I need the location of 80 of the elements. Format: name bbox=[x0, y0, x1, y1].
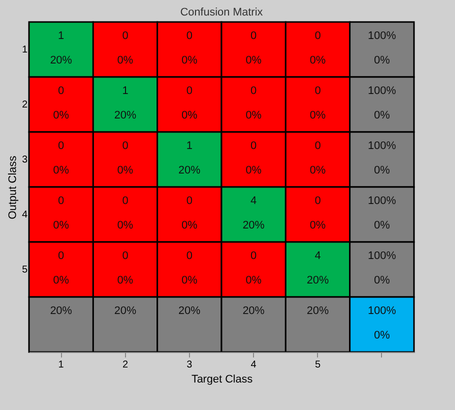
data-label: 0 bbox=[58, 194, 64, 207]
annotation: 0% bbox=[53, 164, 70, 176]
data-label: 0 bbox=[122, 250, 128, 262]
annotation: 0% bbox=[246, 54, 262, 66]
y-tick-label: 2 bbox=[22, 100, 28, 110]
data-label: 1 bbox=[186, 140, 192, 152]
annotation: 0% bbox=[181, 54, 198, 66]
data-label: 0 bbox=[250, 140, 257, 152]
annotation: 0% bbox=[53, 220, 70, 232]
data-label: 100% bbox=[368, 30, 396, 42]
x-tick-label: 4 bbox=[250, 360, 257, 370]
data-label: 20% bbox=[306, 304, 329, 317]
annotation: 0% bbox=[117, 220, 134, 232]
data-label: 1 bbox=[122, 84, 128, 97]
data-label: 0 bbox=[122, 30, 128, 42]
data-label: 0 bbox=[186, 194, 192, 207]
chart-title: Confusion Matrix bbox=[180, 6, 264, 18]
data-label: 0 bbox=[122, 140, 128, 152]
x-tick-label: 2 bbox=[122, 360, 128, 370]
annotation: 0% bbox=[181, 274, 198, 286]
annotation: 0% bbox=[310, 54, 326, 66]
data-label: 100% bbox=[368, 140, 396, 152]
annotation: 20% bbox=[178, 164, 201, 176]
data-label: 1 bbox=[58, 30, 64, 42]
annotation: 20% bbox=[242, 220, 265, 232]
data-label: 20% bbox=[178, 304, 201, 317]
annotation: 0% bbox=[310, 164, 326, 176]
annotation: 0% bbox=[181, 220, 198, 232]
data-label: 100% bbox=[368, 250, 396, 262]
annotation: 0% bbox=[246, 110, 262, 122]
annotation: 0% bbox=[374, 164, 390, 176]
annotation: 0% bbox=[310, 220, 326, 232]
annotation: 0% bbox=[53, 110, 70, 122]
data-label: 0 bbox=[58, 250, 64, 262]
annotation: 20% bbox=[114, 110, 136, 122]
data-label: 100% bbox=[368, 84, 396, 97]
data-label: 0 bbox=[314, 30, 321, 42]
annotation: 0% bbox=[53, 274, 70, 286]
annotation: 0% bbox=[374, 274, 390, 286]
annotation: 0% bbox=[310, 110, 326, 122]
y-tick-label: 4 bbox=[22, 210, 28, 220]
y-tick-label: 5 bbox=[22, 264, 28, 276]
data-label: 100% bbox=[368, 304, 396, 317]
x-tick-label: 3 bbox=[186, 360, 193, 370]
data-label: 0 bbox=[314, 84, 321, 97]
annotation: 20% bbox=[50, 54, 72, 66]
y-tick-label: 3 bbox=[22, 154, 28, 166]
data-label: 4 bbox=[314, 250, 321, 262]
annotation: 0% bbox=[181, 110, 198, 122]
data-label: 0 bbox=[58, 140, 64, 152]
data-label: 0 bbox=[314, 140, 321, 152]
annotation: 0% bbox=[374, 54, 390, 66]
x-tick-label: 1 bbox=[58, 360, 64, 370]
data-label: 20% bbox=[114, 304, 136, 317]
data-label: 20% bbox=[50, 304, 72, 317]
data-label: 0 bbox=[250, 84, 257, 97]
data-label: 4 bbox=[250, 194, 257, 207]
data-label: 0 bbox=[186, 250, 192, 262]
annotation: 20% bbox=[306, 274, 329, 286]
data-label: 0 bbox=[186, 84, 192, 97]
annotation: 0% bbox=[374, 110, 390, 122]
annotation: 0% bbox=[117, 274, 134, 286]
data-label: 20% bbox=[242, 304, 265, 317]
data-label: 100% bbox=[368, 194, 396, 207]
x-tick-label: 5 bbox=[314, 360, 321, 370]
x-axis-title: Target Class bbox=[191, 374, 254, 386]
annotation: 0% bbox=[246, 164, 262, 176]
y-axis-title: Output Class bbox=[6, 155, 19, 220]
data-label: 0 bbox=[250, 250, 257, 262]
annotation: 0% bbox=[374, 330, 390, 342]
data-label: 0 bbox=[314, 194, 321, 207]
data-label: 0 bbox=[58, 84, 64, 97]
annotation: 0% bbox=[246, 274, 262, 286]
annotation: 0% bbox=[117, 54, 134, 66]
data-label: 0 bbox=[250, 30, 257, 42]
annotation: 0% bbox=[374, 220, 390, 232]
y-tick-label: 1 bbox=[22, 44, 28, 56]
data-label: 0 bbox=[122, 194, 128, 207]
annotation: 0% bbox=[117, 164, 134, 176]
data-label: 0 bbox=[186, 30, 192, 42]
